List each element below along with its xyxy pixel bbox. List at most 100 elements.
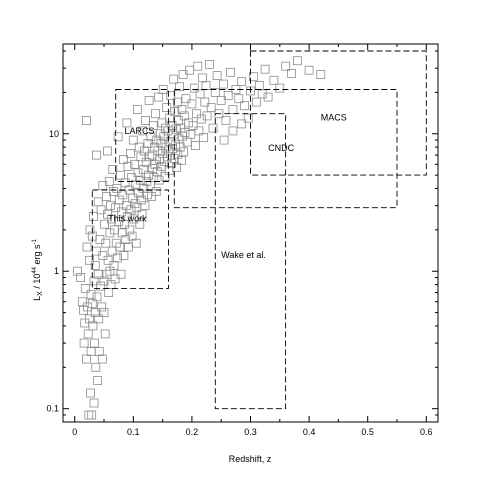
data-point (86, 289, 96, 299)
data-point (169, 74, 179, 84)
data-point (170, 107, 180, 116)
data-point (92, 246, 101, 256)
data-point (104, 176, 114, 186)
data-point (125, 225, 135, 235)
data-point (257, 89, 267, 99)
data-point (122, 118, 132, 128)
y-axis-label: LX / 1044 erg s-1 (32, 238, 44, 300)
data-point (159, 156, 169, 166)
region-box (91, 189, 169, 289)
data-point (206, 103, 216, 112)
data-point (101, 238, 111, 248)
region-box (250, 50, 427, 176)
data-point (95, 235, 105, 245)
data-point (110, 274, 120, 284)
data-point (94, 314, 104, 324)
data-point (116, 170, 125, 180)
data-point (116, 269, 126, 279)
data-point (107, 214, 116, 224)
y-label-exp: 44 (32, 266, 38, 273)
data-point (104, 288, 114, 297)
data-point (83, 329, 93, 339)
data-point (151, 109, 161, 119)
points-layer (73, 56, 326, 420)
data-point (189, 83, 199, 93)
data-point (205, 60, 214, 69)
data-point (87, 299, 97, 309)
data-point (134, 188, 144, 198)
data-point (212, 71, 222, 80)
data-point (88, 321, 98, 331)
data-point (82, 116, 91, 125)
data-point (165, 136, 175, 146)
data-point (198, 73, 207, 83)
data-point (137, 195, 146, 205)
data-point (138, 165, 148, 174)
data-point (221, 116, 231, 125)
data-point (117, 207, 126, 217)
data-point (183, 118, 193, 128)
data-point (228, 126, 238, 136)
data-point (83, 302, 92, 312)
data-point (237, 77, 247, 86)
data-point (269, 75, 279, 85)
x-tick-label: 0.5 (361, 427, 374, 437)
data-point (219, 135, 229, 145)
region-box (115, 89, 169, 182)
data-point (119, 251, 129, 261)
data-point (79, 338, 89, 348)
data-point (121, 235, 131, 245)
data-point (137, 209, 147, 219)
data-point (240, 101, 250, 111)
data-point (146, 132, 156, 142)
x-axis-ticks: 0 0.1 0.2 0.3 0.4 0.5 0.6 (72, 44, 433, 437)
data-point (148, 121, 158, 130)
y-label-sub: X (37, 291, 44, 296)
data-point (109, 187, 118, 196)
data-point (96, 281, 105, 291)
data-point (100, 219, 109, 229)
data-point (210, 88, 220, 97)
region-label: CNDC (268, 143, 294, 153)
y-axis-ticks: 0.1 1 10 (46, 50, 438, 423)
data-point (292, 56, 302, 66)
data-point (90, 338, 99, 348)
data-point (234, 94, 244, 104)
data-point (196, 114, 206, 124)
data-point (158, 85, 168, 94)
data-point (93, 269, 103, 279)
data-point (90, 308, 100, 318)
data-point (304, 65, 314, 75)
data-point (180, 128, 190, 138)
data-point (260, 64, 270, 74)
data-point (131, 238, 141, 248)
data-point (80, 283, 90, 293)
x-axis-label: Redshift, z (229, 454, 272, 464)
data-point (187, 99, 197, 109)
region-label: Wake et al. (221, 250, 266, 260)
data-point (201, 81, 211, 90)
data-point (115, 242, 125, 252)
data-point (112, 184, 122, 193)
y-tick-label: 10 (49, 129, 59, 139)
data-point (157, 118, 167, 128)
data-point (166, 91, 176, 100)
data-point (103, 146, 112, 156)
data-point (97, 302, 107, 312)
data-point (139, 184, 149, 193)
data-point (149, 173, 159, 183)
data-point (186, 129, 196, 139)
data-point (93, 376, 102, 386)
data-point (164, 166, 174, 176)
data-point (82, 354, 91, 364)
data-point (119, 155, 128, 164)
data-point (177, 105, 187, 114)
data-point (200, 97, 210, 107)
data-point (126, 148, 135, 158)
data-point (172, 97, 182, 107)
data-point (155, 129, 165, 139)
data-point (86, 347, 96, 357)
data-point (237, 119, 247, 129)
